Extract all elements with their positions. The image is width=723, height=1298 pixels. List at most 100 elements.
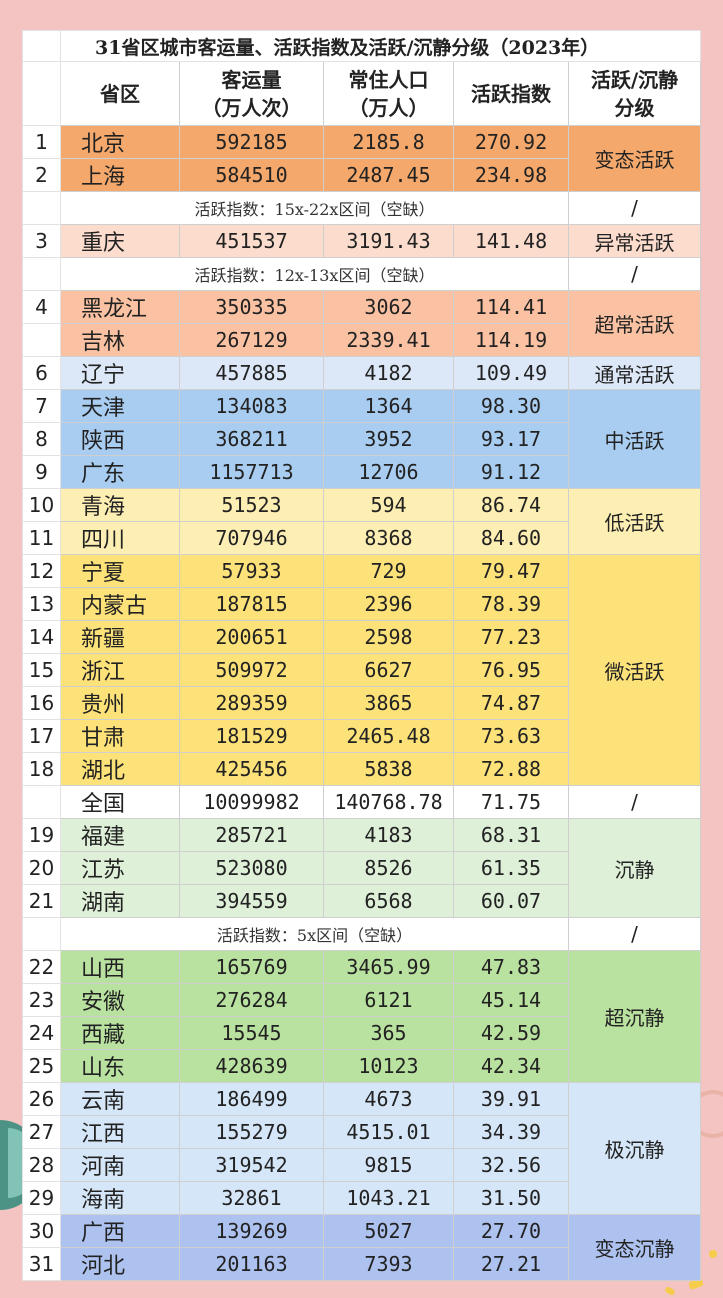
row-index: 13 [22,587,61,621]
province-name: 湖南 [60,884,180,918]
grade-label: 变态沉静 [567,1214,702,1281]
passenger-volume: 15545 [179,1016,324,1050]
activity-index: 72.88 [453,752,569,786]
passenger-volume: 451537 [179,224,324,258]
grade-slash: / [567,917,702,951]
gap-row: 活跃指数：5x区间（空缺） / [22,917,702,951]
resident-population: 1364 [323,389,454,423]
grade-label: 低活跃 [567,488,702,555]
table-row: 12 宁夏 57933 729 79.47 微活跃 [22,554,702,786]
grade-slash: / [567,191,702,225]
header-population: 常住人口 （万人） [323,61,454,126]
resident-population: 3062 [323,290,454,324]
table-row: 13 内蒙古 187815 2396 78.39 [22,587,701,621]
activity-index: 234.98 [453,158,569,192]
passenger-volume: 425456 [179,752,324,786]
table-row: 15 浙江 509972 6627 76.95 [22,653,701,687]
row-index: 6 [22,356,61,390]
province-name: 青海 [60,488,180,522]
table-row: 1 北京 592185 2185.8 270.92 变态活跃 [22,125,702,192]
row-index: 7 [22,389,61,423]
passenger-volume: 285721 [179,818,324,852]
table-row: 20 江苏 523080 8526 61.35 [22,851,701,885]
activity-index: 109.49 [453,356,569,390]
table-row: 14 新疆 200651 2598 77.23 [22,620,701,654]
decorative-confetti [709,1250,717,1258]
table-row: 31 河北 201163 7393 27.21 [22,1247,701,1281]
passenger-volume: 289359 [179,686,324,720]
grade-label: 超常活跃 [567,290,702,357]
row-index-cell [22,257,61,291]
gap-note: 活跃指数：15x-22x区间（空缺） [60,191,569,225]
resident-population: 2465.48 [323,719,454,753]
table-row: 全国 10099982 140768.78 71.75/ [22,785,702,819]
row-index: 11 [22,521,61,555]
province-name: 山东 [60,1049,180,1083]
activity-index: 60.07 [453,884,569,918]
row-index: 17 [22,719,61,753]
province-name: 河北 [60,1247,180,1281]
table-title: 31省区城市客运量、活跃指数及活跃/沉静分级（2023年） [59,30,702,62]
passenger-volume: 368211 [179,422,324,456]
table-row: 24 西藏 15545 365 42.59 [22,1016,701,1050]
grade-slash: / [567,257,702,291]
table-row: 8 陕西 368211 3952 93.17 [22,422,701,456]
activity-index: 141.48 [453,224,569,258]
passenger-volume: 139269 [179,1214,324,1248]
resident-population: 6121 [323,983,454,1017]
province-name: 内蒙古 [60,587,180,621]
province-name: 广东 [60,455,180,489]
resident-population: 7393 [323,1247,454,1281]
activity-index: 39.91 [453,1082,569,1116]
resident-population: 9815 [323,1148,454,1182]
row-index: 22 [22,950,61,984]
table-row: 22 山西 165769 3465.99 47.83 超沉静 [22,950,702,1083]
activity-index: 31.50 [453,1181,569,1215]
passenger-volume: 134083 [179,389,324,423]
activity-index: 98.30 [453,389,569,423]
table-row: 29 海南 32861 1043.21 31.50 [22,1181,701,1215]
row-index: 21 [22,884,61,918]
province-name: 陕西 [60,422,180,456]
resident-population: 3952 [323,422,454,456]
header-grade-line1: 活跃/沉静 [590,67,679,92]
header-passengers: 客运量 （万人次） [179,61,324,126]
activity-index: 27.70 [453,1214,569,1248]
activity-index: 34.39 [453,1115,569,1149]
activity-index: 77.23 [453,620,569,654]
activity-index: 45.14 [453,983,569,1017]
header-population-line2: （万人） [348,95,429,120]
grade-label: 变态活跃 [567,125,702,192]
header-passengers-line1: 客运量 [221,67,282,92]
province-name: 吉林 [60,323,180,357]
activity-index: 27.21 [453,1247,569,1281]
ranking-table: 31省区城市客运量、活跃指数及活跃/沉静分级（2023年） 省区 客运量 （万人… [22,30,702,1281]
table-row: 10 青海 51523 594 86.74 低活跃 [22,488,702,555]
activity-index: 86.74 [453,488,569,522]
row-index: 23 [22,983,61,1017]
table-row: 23 安徽 276284 6121 45.14 [22,983,701,1017]
province-name: 湖北 [60,752,180,786]
gap-note: 活跃指数：5x区间（空缺） [60,917,569,951]
passenger-volume: 32861 [179,1181,324,1215]
grade-label: 超沉静 [567,950,702,1083]
row-index: 16 [22,686,61,720]
row-index [22,785,61,819]
header-grade-line2: 分级 [614,95,655,120]
resident-population: 729 [323,554,454,588]
row-index: 12 [22,554,61,588]
passenger-volume: 592185 [179,125,324,159]
activity-index: 91.12 [453,455,569,489]
passenger-volume: 319542 [179,1148,324,1182]
province-name: 云南 [60,1082,180,1116]
activity-index: 76.95 [453,653,569,687]
row-index: 30 [22,1214,61,1248]
province-name: 天津 [60,389,180,423]
row-index: 27 [22,1115,61,1149]
passenger-volume: 155279 [179,1115,324,1149]
passenger-volume: 267129 [179,323,324,357]
table-row: 19 福建 285721 4183 68.31 沉静 [22,818,702,918]
resident-population: 4673 [323,1082,454,1116]
table-row: 28 河南 319542 9815 32.56 [22,1148,701,1182]
activity-index: 42.34 [453,1049,569,1083]
